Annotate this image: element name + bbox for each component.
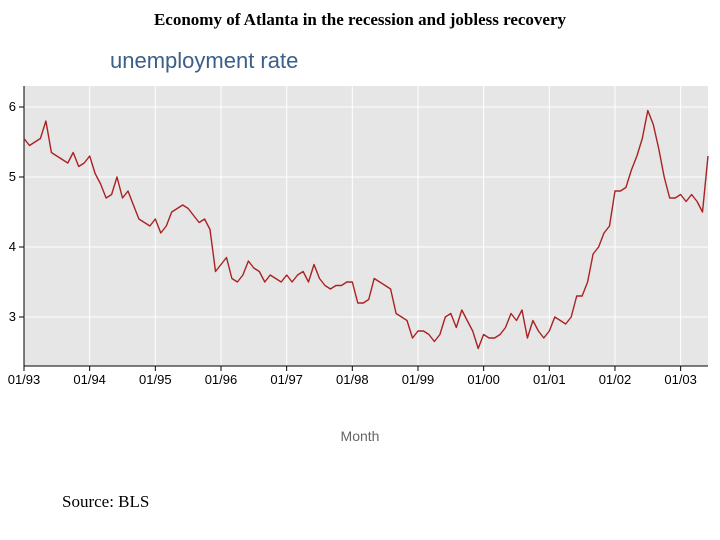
svg-text:6: 6 xyxy=(9,99,16,114)
svg-text:01/01: 01/01 xyxy=(533,372,566,387)
page-title: Economy of Atlanta in the recession and … xyxy=(0,0,720,30)
svg-text:01/02: 01/02 xyxy=(599,372,632,387)
svg-text:01/95: 01/95 xyxy=(139,372,172,387)
svg-text:01/99: 01/99 xyxy=(402,372,435,387)
x-axis-label: Month xyxy=(0,428,720,444)
svg-text:01/97: 01/97 xyxy=(270,372,303,387)
chart-container: 3 4 5 6 01/93 01/94 01/95 01/96 01/97 01/98 01/99 0… xyxy=(0,86,720,426)
svg-text:3: 3 xyxy=(9,309,16,324)
source-label: Source: BLS xyxy=(62,492,720,512)
svg-text:01/98: 01/98 xyxy=(336,372,369,387)
svg-text:5: 5 xyxy=(9,169,16,184)
svg-text:01/94: 01/94 xyxy=(73,372,106,387)
svg-text:4: 4 xyxy=(9,239,16,254)
chart-title: unemployment rate xyxy=(110,48,720,74)
unemployment-line-chart: 3 4 5 6 01/93 01/94 01/95 01/96 01/97 01/98 01/99 0… xyxy=(0,86,720,396)
svg-text:01/00: 01/00 xyxy=(467,372,500,387)
svg-text:01/96: 01/96 xyxy=(205,372,238,387)
svg-text:01/03: 01/03 xyxy=(664,372,697,387)
svg-text:01/93: 01/93 xyxy=(8,372,41,387)
